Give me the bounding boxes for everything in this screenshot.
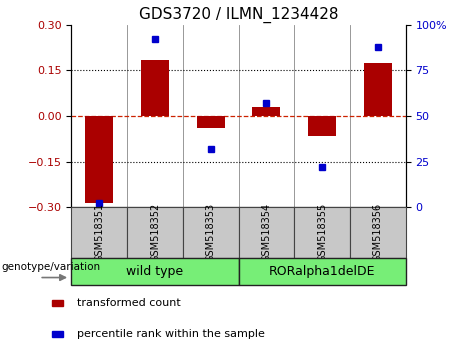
Bar xyxy=(52,331,64,337)
Title: GDS3720 / ILMN_1234428: GDS3720 / ILMN_1234428 xyxy=(139,7,338,23)
Text: RORalpha1delDE: RORalpha1delDE xyxy=(269,265,375,278)
Bar xyxy=(71,207,127,258)
Text: percentile rank within the sample: percentile rank within the sample xyxy=(77,329,265,339)
Bar xyxy=(71,258,239,285)
Text: wild type: wild type xyxy=(126,265,183,278)
Bar xyxy=(308,116,336,136)
Text: transformed count: transformed count xyxy=(77,298,181,308)
Bar xyxy=(350,207,406,258)
Bar xyxy=(238,258,406,285)
Bar xyxy=(127,207,183,258)
Text: GSM518353: GSM518353 xyxy=(206,203,216,262)
Text: GSM518351: GSM518351 xyxy=(95,203,104,262)
Bar xyxy=(238,207,294,258)
Text: GSM518355: GSM518355 xyxy=(317,203,327,262)
Text: GSM518356: GSM518356 xyxy=(373,203,383,262)
Bar xyxy=(141,60,169,116)
Bar xyxy=(294,207,350,258)
Text: GSM518354: GSM518354 xyxy=(261,203,272,262)
Bar xyxy=(197,116,225,128)
Bar xyxy=(183,207,238,258)
Bar xyxy=(85,116,113,202)
Bar xyxy=(253,107,280,116)
Text: genotype/variation: genotype/variation xyxy=(1,262,100,272)
Text: GSM518352: GSM518352 xyxy=(150,203,160,262)
Bar xyxy=(364,63,392,116)
Bar xyxy=(52,300,64,306)
